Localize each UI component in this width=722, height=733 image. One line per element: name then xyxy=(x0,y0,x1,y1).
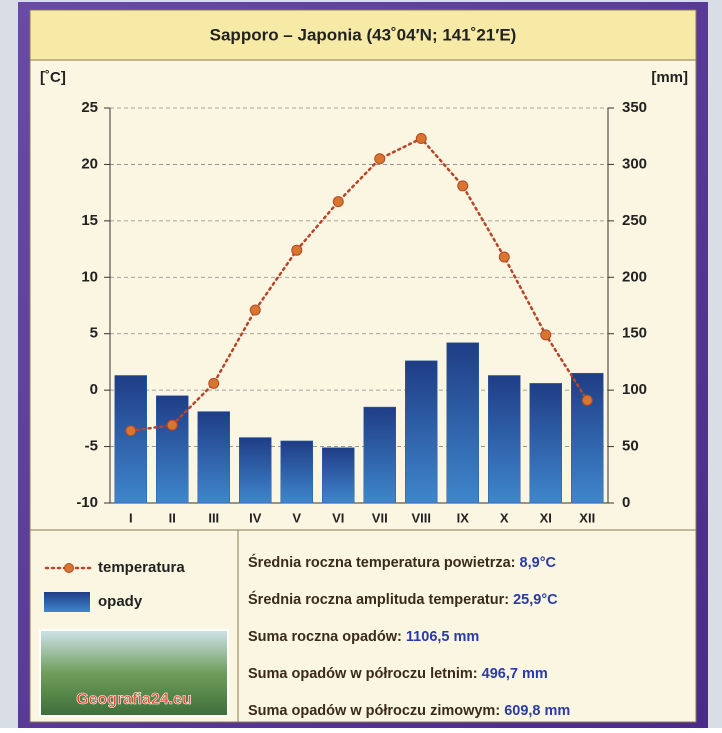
stat-label: Suma opadów w półroczu zimowym: xyxy=(248,703,500,719)
stat-label: Średnia roczna temperatura powietrza: xyxy=(248,553,516,571)
y-tick-label: 25 xyxy=(81,99,98,116)
stat-value: 1106,5 mm xyxy=(406,629,479,645)
temperature-point xyxy=(166,419,178,431)
stat: Średnia roczna amplituda temperatur: 25,… xyxy=(248,590,558,608)
stat-value: 496,7 mm xyxy=(482,666,548,682)
y-axis-label: [˚C] xyxy=(40,69,66,86)
temperature-point xyxy=(125,425,137,437)
y-tick-label: 10 xyxy=(81,268,98,285)
y-tick-label: -10 xyxy=(76,494,98,511)
bar xyxy=(405,360,438,504)
stat: Suma opadów w półroczu letnim: 496,7 mm xyxy=(248,666,548,682)
x-tick-label: XI xyxy=(540,510,552,525)
bar xyxy=(156,395,189,504)
stat: Średnia roczna temperatura powietrza: 8,… xyxy=(248,553,557,571)
temperature-point xyxy=(291,244,303,256)
temperature-line xyxy=(129,136,589,433)
x-tick-label: I xyxy=(129,510,133,525)
stat-label: Suma opadów w półroczu letnim: xyxy=(248,666,478,682)
bar xyxy=(571,372,604,504)
temperature-point xyxy=(332,196,344,208)
y2-tick-label: 350 xyxy=(622,99,647,116)
y-tick-label: -5 xyxy=(85,438,98,455)
bar xyxy=(529,383,562,504)
x-tick-label: XII xyxy=(579,510,595,525)
x-tick-label: II xyxy=(169,510,176,525)
y2-tick-label: 200 xyxy=(622,268,647,285)
bar xyxy=(197,411,230,504)
legend-swatch xyxy=(44,592,90,612)
temperature-point xyxy=(208,377,220,389)
logo xyxy=(39,629,229,717)
bar xyxy=(239,437,272,504)
x-tick-label: VI xyxy=(332,510,344,525)
temperature-point xyxy=(374,153,386,165)
y-tick-label: 0 xyxy=(90,381,98,398)
y-tick-label: 5 xyxy=(90,325,98,342)
temperature-point xyxy=(540,329,552,341)
stat-value: 609,8 mm xyxy=(504,703,570,719)
x-tick-label: VIII xyxy=(411,510,431,525)
y2-tick-label: 100 xyxy=(622,381,647,398)
bar xyxy=(322,447,355,504)
x-tick-label: IX xyxy=(457,510,470,525)
temperature-point xyxy=(457,180,469,192)
y2-tick-label: 50 xyxy=(622,438,639,455)
y2-tick-label: 150 xyxy=(622,325,647,342)
bar xyxy=(446,342,479,504)
title-bar xyxy=(29,9,697,61)
temperature-point xyxy=(415,132,427,144)
legend-label: temperatura xyxy=(98,559,185,576)
bar xyxy=(363,406,396,504)
stat: Suma roczna opadów: 1106,5 mm xyxy=(248,629,479,645)
legend-marker xyxy=(64,563,74,573)
y2-tick-label: 300 xyxy=(622,155,647,172)
y-tick-label: 20 xyxy=(81,155,98,172)
stat: Suma opadów w półroczu zimowym: 609,8 mm xyxy=(248,703,570,719)
legend-label: opady xyxy=(98,593,143,610)
temperature-point xyxy=(581,394,593,406)
logo-text: Geografia24.eu xyxy=(76,691,192,708)
stat-value: 8,9°C xyxy=(520,555,557,571)
x-tick-label: IV xyxy=(249,510,262,525)
stat-label: Średnia roczna amplituda temperatur: xyxy=(248,590,509,608)
x-tick-label: III xyxy=(208,510,219,525)
x-tick-label: X xyxy=(500,510,509,525)
bar xyxy=(280,440,313,504)
stat-label: Suma roczna opadów: xyxy=(248,629,402,645)
temperature-point xyxy=(498,251,510,263)
stat-value: 25,9°C xyxy=(513,592,558,608)
x-tick-label: VII xyxy=(372,510,388,525)
bar xyxy=(488,375,521,504)
y2-axis-label: [mm] xyxy=(651,69,688,86)
panel xyxy=(29,9,697,723)
y2-tick-label: 250 xyxy=(622,212,647,229)
bar xyxy=(114,375,147,504)
chart-title: Sapporo – Japonia (43˚04′N; 141˚21′E) xyxy=(210,25,517,44)
x-tick-label: V xyxy=(292,510,301,525)
y2-tick-label: 0 xyxy=(622,494,630,511)
temperature-point xyxy=(249,304,261,316)
y-tick-label: 15 xyxy=(81,212,98,229)
